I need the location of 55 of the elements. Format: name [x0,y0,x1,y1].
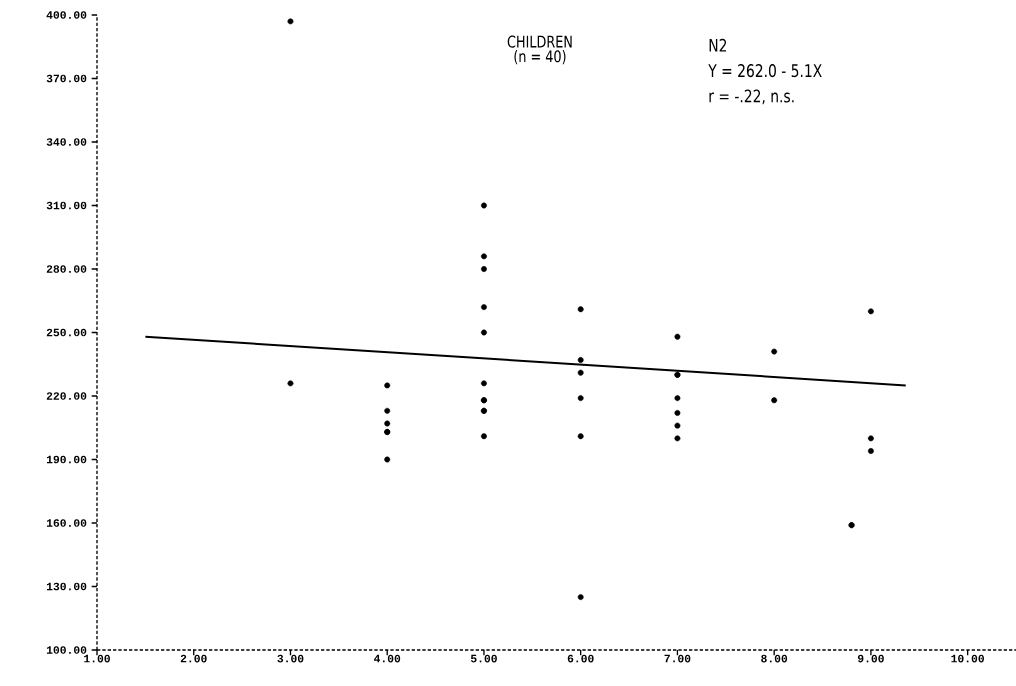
point [867,435,874,442]
x-tick-label: 7.00 [664,654,691,663]
point [577,357,584,363]
x-tick-label: 5.00 [470,654,497,663]
y-tick-label: 250.00 [46,328,87,337]
point [481,202,487,209]
y-tick-label: 310.00 [46,201,87,210]
point [577,594,584,601]
x-tick-label: 9.00 [857,654,884,663]
y-tick-label: 340.00 [46,138,87,146]
x-tick-label: 1.00 [84,654,110,663]
y-tick-label: 160.00 [46,519,87,527]
point [481,433,487,440]
point [481,253,487,260]
text: (n = 40) [514,49,566,65]
y-tick-label: 280.00 [46,265,87,273]
point [674,410,681,416]
y-tick-label: 400.00 [46,11,87,19]
x-tick-label: 10.00 [951,654,984,663]
point [577,369,584,376]
point [771,348,778,355]
point [287,380,294,387]
point [674,395,681,402]
y-tick-label: 370.00 [46,74,87,83]
y-tick-label: 190.00 [46,455,87,464]
y-tick-label: 100.00 [46,646,87,654]
x-tick-label: 6.00 [567,654,594,663]
point [674,333,681,340]
point [577,306,584,313]
point [867,308,874,315]
x-tick-label: 8.00 [761,654,788,663]
text: CHILDREN [507,35,572,48]
point [384,382,391,389]
point [384,456,391,463]
point [867,448,874,454]
point [771,397,778,404]
point [674,422,681,429]
point [481,329,487,336]
point [481,266,487,272]
x-tick-label: 2.00 [180,654,207,663]
point [577,433,584,440]
point [481,304,487,311]
annotation: r = -.22, n.s. [709,89,794,105]
point [384,420,391,427]
point [481,380,487,387]
x-tick-label: 3.00 [277,654,304,663]
annotation: N2 [709,38,727,52]
y-tick-label: 220.00 [46,392,87,400]
point [384,407,391,414]
annotation: Y = 262.0 - 5.1X [708,64,822,78]
point [674,435,681,442]
point [287,18,294,25]
y-tick-label: 130.00 [46,582,87,591]
x-tick-label: 4.00 [374,654,401,663]
point [577,395,584,402]
